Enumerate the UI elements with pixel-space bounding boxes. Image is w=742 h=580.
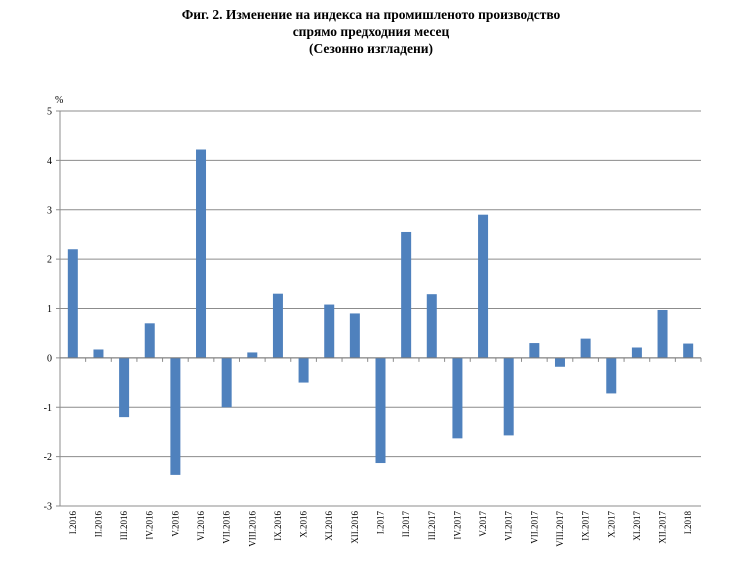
bar [503, 357, 514, 436]
bar [144, 323, 155, 358]
y-tick-label: 4 [47, 156, 52, 167]
y-tick-label: -1 [44, 403, 52, 414]
chart-title-line-1: Фиг. 2. Изменение на индекса на промишле… [181, 7, 561, 22]
x-tick-label: X.2017 [606, 511, 616, 538]
y-tick-label: -2 [44, 452, 52, 463]
x-tick-label: XII.2017 [658, 511, 668, 544]
x-tick-label: VII.2017 [529, 511, 539, 544]
x-tick-label: VI.2017 [504, 511, 514, 541]
chart-title-line-2: спрямо предходния месец [292, 24, 450, 39]
x-tick-labels: I.2016 II.2016 III.2016 IV.2016 V.2016 VI.201… [68, 511, 693, 547]
bar [580, 338, 591, 358]
x-tick-label: III.2017 [427, 511, 437, 541]
chart-title-line-3: (Сезонно изгладени) [308, 41, 434, 56]
bar [401, 231, 412, 358]
bar [478, 214, 489, 358]
y-tick-label: 2 [47, 255, 52, 266]
y-tick-label: 1 [47, 304, 52, 315]
y-tick-label: -3 [44, 502, 52, 513]
x-tick-label: IX.2016 [273, 511, 283, 541]
bar [426, 294, 437, 358]
bar [631, 347, 642, 358]
bar [272, 293, 283, 358]
x-tick-label: VI.2016 [196, 511, 206, 541]
x-tick-label: II.2016 [93, 511, 103, 538]
x-tick-label: XI.2016 [324, 511, 334, 541]
bar [196, 149, 207, 358]
bars [67, 149, 694, 475]
y-axis-unit: % [55, 95, 63, 106]
chart-title: Фиг. 2. Изменение на индекса на промишле… [0, 6, 742, 57]
bar [349, 313, 360, 358]
x-tick-label: I.2017 [376, 511, 386, 535]
x-tick-label: II.2017 [401, 511, 411, 538]
x-tick-label: X.2016 [299, 511, 309, 538]
x-tick-label: XII.2016 [350, 511, 360, 544]
y-tick-label: 5 [47, 107, 52, 118]
x-tick-label: IV.2017 [452, 511, 462, 540]
bar [606, 357, 617, 394]
bar [170, 357, 181, 475]
x-tick-label: IV.2016 [145, 511, 155, 540]
x-tick-label: VIII.2016 [247, 511, 257, 547]
bar [221, 357, 232, 408]
bar [657, 309, 668, 358]
bar [529, 343, 540, 358]
bar [298, 357, 309, 383]
x-tick-label: I.2016 [68, 511, 78, 535]
bar [247, 352, 258, 358]
y-tick-label: 0 [47, 353, 52, 364]
x-tick-label: VIII.2017 [555, 511, 565, 547]
bar [119, 357, 130, 418]
bar [93, 349, 104, 358]
y-tick-label: 3 [47, 205, 52, 216]
x-tick-label: VII.2016 [222, 511, 232, 544]
bar [452, 357, 463, 439]
bar [554, 357, 565, 367]
bar [67, 249, 78, 358]
bar [683, 343, 694, 358]
x-tick-label: I.2018 [683, 511, 693, 535]
x-tick-label: V.2017 [478, 511, 488, 537]
x-tick-label: IX.2017 [581, 511, 591, 541]
x-tick-label: XI.2017 [632, 511, 642, 541]
bar [375, 357, 386, 464]
x-tick-label: III.2016 [119, 511, 129, 541]
x-tick-label: V.2016 [170, 511, 180, 537]
bar [324, 304, 335, 358]
axes [56, 110, 702, 507]
y-tick-labels: 5 4 3 2 1 0 -1 -2 -3 [44, 107, 52, 513]
